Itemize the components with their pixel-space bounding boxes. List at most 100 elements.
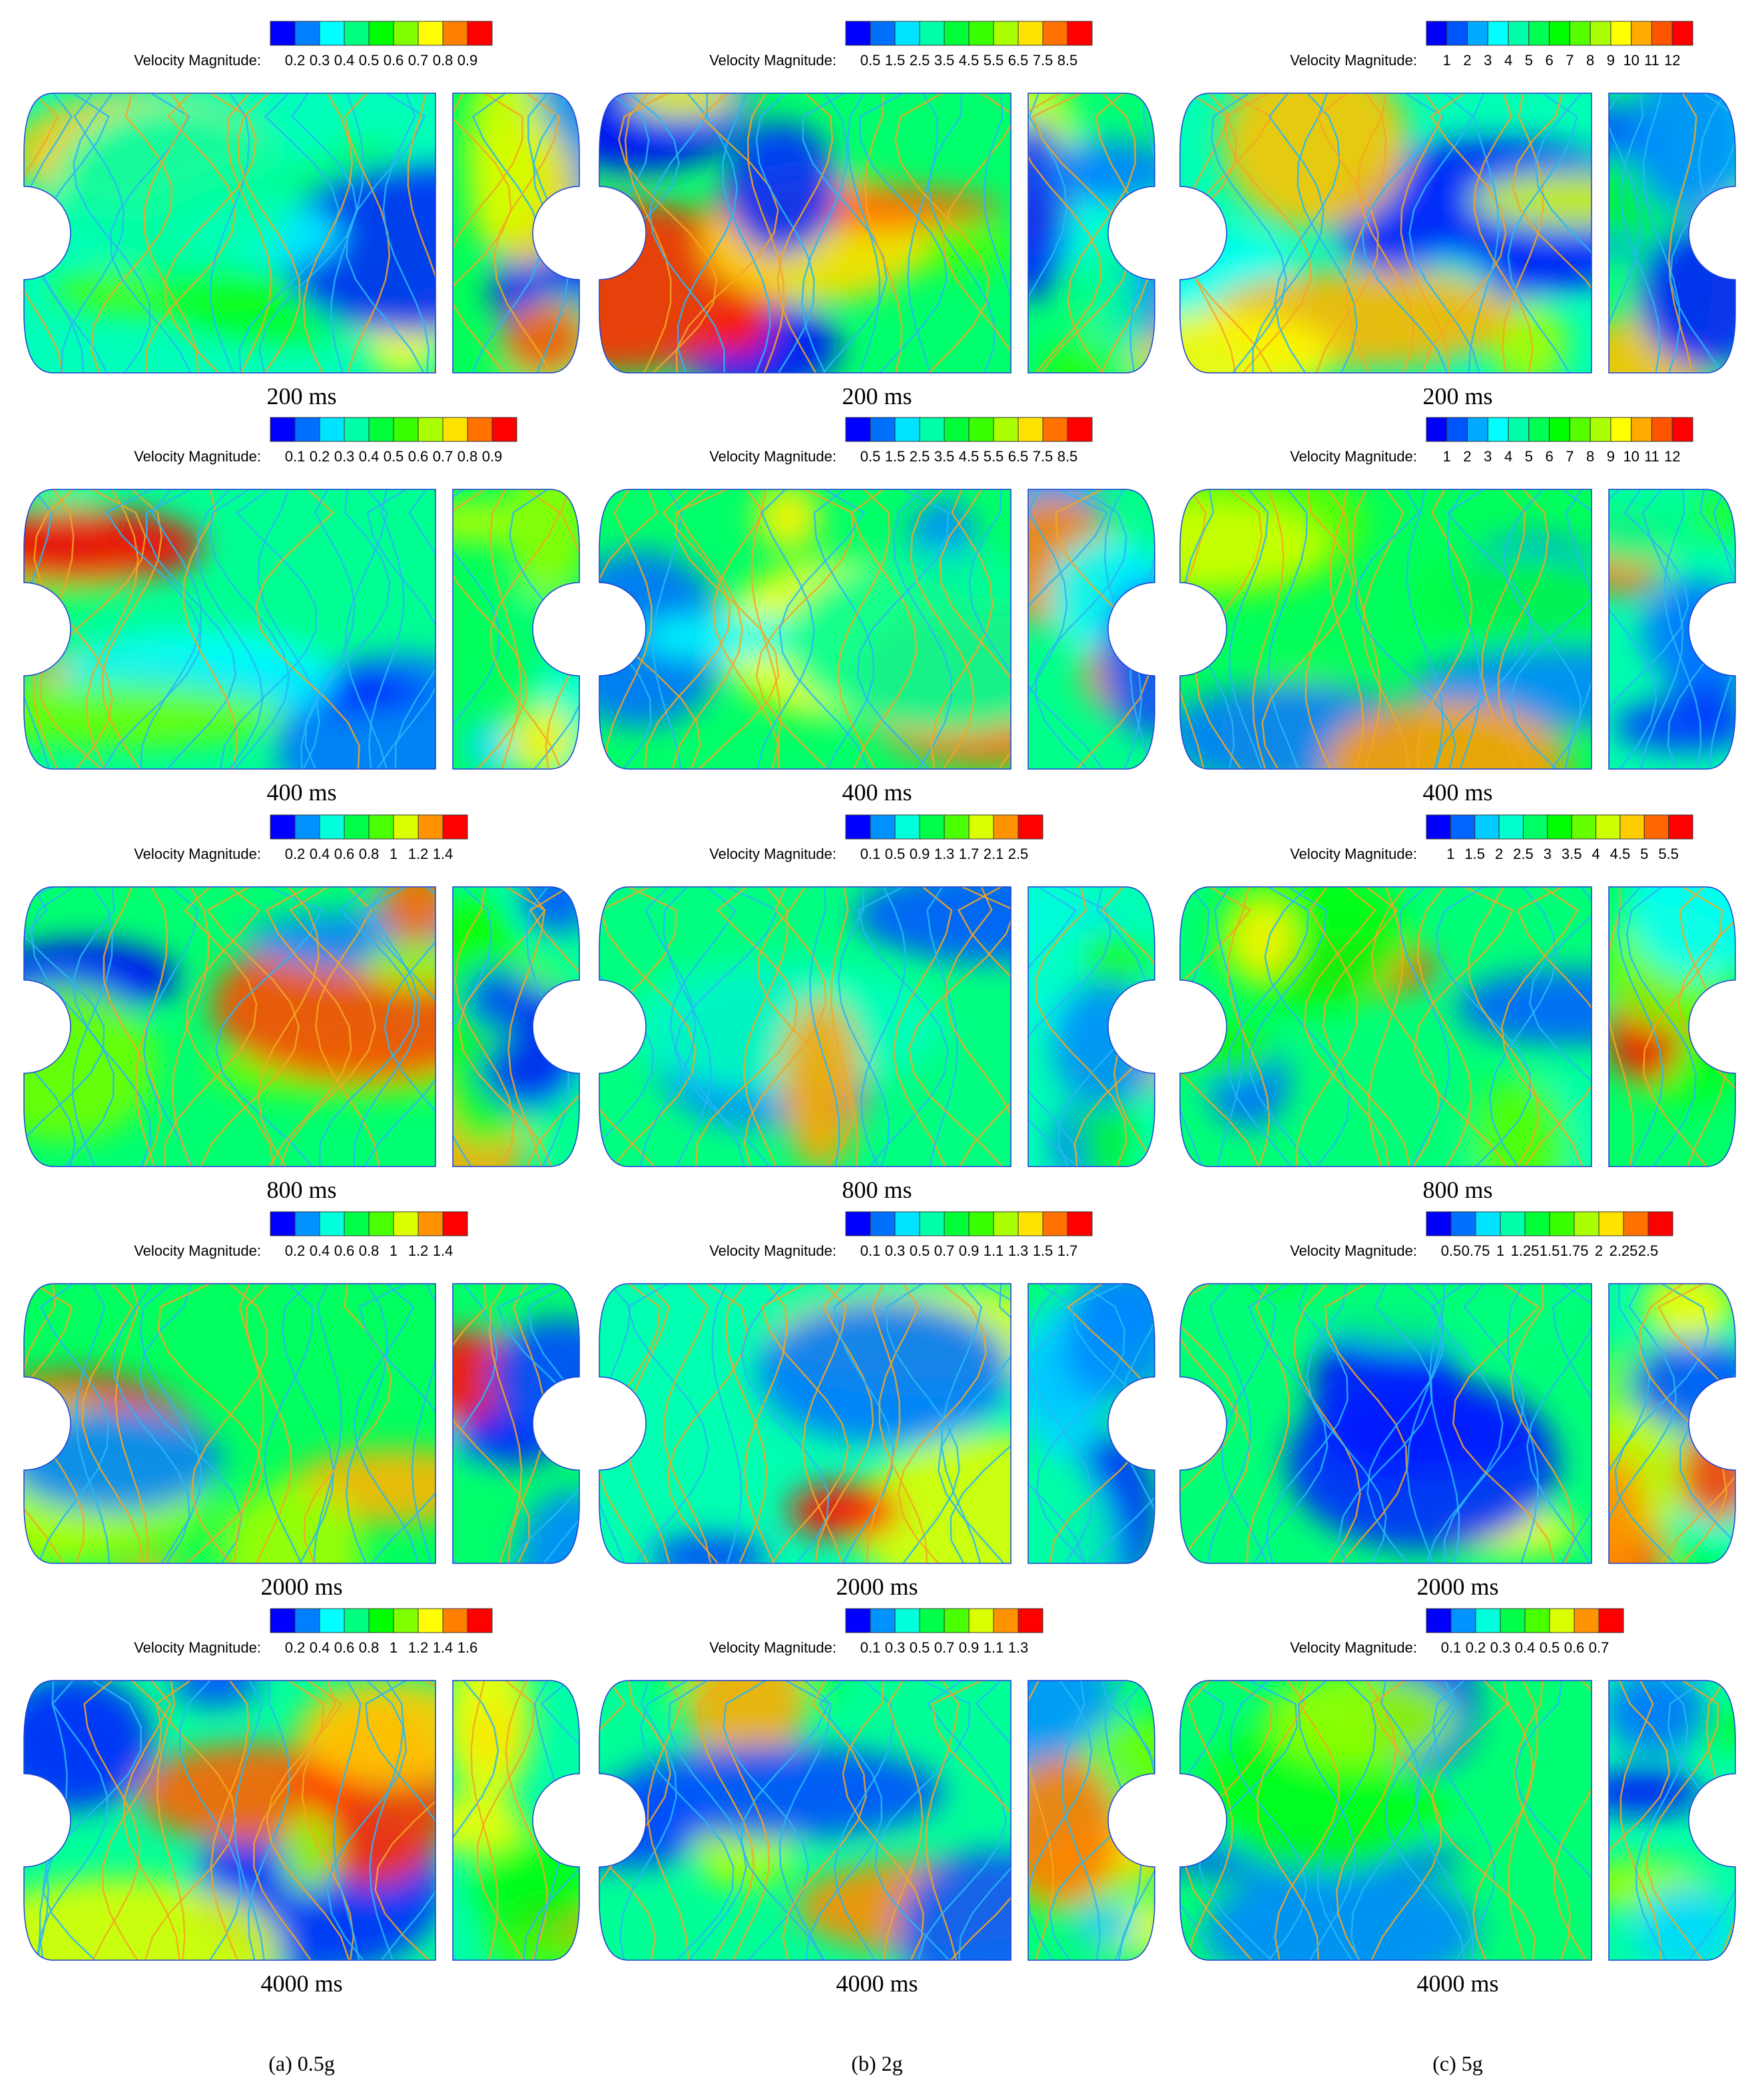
contour-plot xyxy=(1028,1681,1155,1960)
streamline xyxy=(1035,1284,1126,1563)
legend-cell xyxy=(968,1211,994,1236)
streamline xyxy=(1709,489,1735,769)
legend-title: Velocity Magnitude: xyxy=(134,846,261,862)
streamline xyxy=(1180,1284,1251,1563)
contour-region xyxy=(465,93,547,241)
legend-title: Velocity Magnitude: xyxy=(1290,52,1417,69)
plot-outline xyxy=(599,1680,1012,1961)
legend-title: Velocity Magnitude: xyxy=(134,52,261,69)
legend-cell xyxy=(418,21,443,46)
legend-cell xyxy=(270,417,296,442)
legend-cell xyxy=(1426,417,1448,442)
legend-tick-label: 1 xyxy=(390,1639,398,1656)
legend-tick-label: 0.2 xyxy=(285,1639,306,1656)
legend-cell xyxy=(993,1608,1019,1633)
plot-outline xyxy=(452,1283,580,1564)
streamline xyxy=(238,93,340,373)
streamline xyxy=(599,1284,631,1563)
streamline xyxy=(1035,489,1127,769)
streamline xyxy=(1609,489,1657,769)
streamline xyxy=(1073,887,1155,1167)
streamline xyxy=(1534,93,1592,373)
streamline xyxy=(667,1284,748,1563)
streamline xyxy=(740,1284,830,1563)
legend-tick-label: 0.1 xyxy=(285,448,306,465)
streamline xyxy=(874,1681,971,1960)
streamline xyxy=(1351,489,1381,769)
legend-cell xyxy=(442,417,468,442)
legend-tick-label: 1.5 xyxy=(885,52,906,69)
streamline xyxy=(1274,1681,1340,1960)
legend-cell xyxy=(393,814,419,840)
streamline xyxy=(545,489,579,769)
streamline xyxy=(528,1284,579,1563)
legend-tick-label: 4 xyxy=(1592,846,1600,862)
legend-cell xyxy=(1018,21,1043,46)
legend-cell xyxy=(1426,814,1451,840)
streamline xyxy=(1295,887,1358,1167)
legend-cell xyxy=(442,21,468,46)
plot-outline xyxy=(1179,489,1592,770)
streamline xyxy=(1416,489,1473,769)
legend-tick-label: 1 xyxy=(1446,846,1454,862)
legend-cell xyxy=(944,21,970,46)
legend-cell xyxy=(1426,21,1448,46)
streamline xyxy=(83,1681,141,1960)
legend-cell xyxy=(1467,21,1488,46)
streamline xyxy=(1473,93,1534,373)
legend-tick-label: 0.6 xyxy=(408,448,429,465)
plot-outline xyxy=(1179,1283,1592,1564)
streamline xyxy=(1620,93,1661,373)
streamline xyxy=(1645,1681,1719,1960)
legend-cell xyxy=(1450,1608,1476,1633)
legend-tick-label: 0.4 xyxy=(1515,1639,1536,1656)
streamline xyxy=(1625,887,1697,1167)
legend-tick-label: 1.3 xyxy=(1008,1639,1029,1656)
legend-cell xyxy=(418,814,443,840)
streamline xyxy=(814,1284,874,1563)
streamline xyxy=(1267,489,1308,769)
streamline xyxy=(813,489,875,769)
legend-cell xyxy=(845,1211,871,1236)
legend-cell xyxy=(368,814,394,840)
streamline xyxy=(210,1681,250,1960)
legend-tick-label: 1.75 xyxy=(1560,1242,1589,1259)
legend-cell xyxy=(1067,1211,1093,1236)
legend-tick-label: 0.6 xyxy=(334,1639,355,1656)
streamline xyxy=(882,1681,924,1960)
time-label: 2000 ms xyxy=(1416,1573,1498,1600)
contour-region xyxy=(1222,93,1409,230)
column-label: (b) 2g xyxy=(851,2051,902,2075)
legend-tick-label: 8 xyxy=(1586,448,1594,465)
legend-cell xyxy=(294,417,320,442)
contour-fields xyxy=(1180,1681,1480,1960)
legend-tick-label: 1.5 xyxy=(1464,846,1485,862)
streamline xyxy=(1297,93,1358,373)
streamline xyxy=(143,887,199,1167)
streamline xyxy=(744,1284,788,1563)
legend-tick-label: 2.25 xyxy=(1610,1242,1638,1259)
legend-tick-label: 5.5 xyxy=(984,448,1004,465)
contour-plot xyxy=(1609,93,1735,373)
streamline xyxy=(1497,489,1549,769)
streamline xyxy=(210,93,250,373)
legend-title: Velocity Magnitude: xyxy=(709,52,836,69)
contour-region xyxy=(453,501,529,543)
streamline xyxy=(1432,1681,1496,1960)
streamline xyxy=(368,489,405,769)
legend-cell xyxy=(1549,1608,1575,1633)
streamline xyxy=(1425,1284,1504,1563)
contour-region xyxy=(1609,1456,1647,1563)
streamline xyxy=(1248,1284,1328,1563)
streamline xyxy=(1507,1284,1539,1563)
legend-cell xyxy=(294,21,320,46)
streamline xyxy=(746,93,785,373)
legend-tick-label: 0.6 xyxy=(1564,1639,1585,1656)
legend-cell xyxy=(270,814,296,840)
streamline xyxy=(382,93,430,373)
legend-title: Velocity Magnitude: xyxy=(1290,1639,1417,1656)
streamline xyxy=(1406,1284,1444,1563)
streamline xyxy=(333,1681,362,1960)
streamline xyxy=(1350,1681,1421,1960)
streamline xyxy=(489,1284,523,1563)
